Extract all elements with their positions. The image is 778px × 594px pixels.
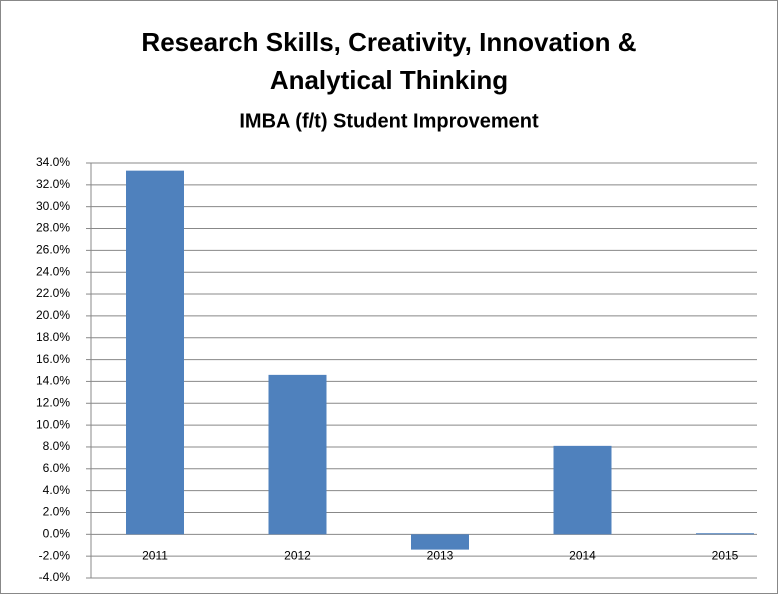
x-tick-label: 2012 [284,548,311,562]
y-tick-label: 18.0% [36,330,70,344]
y-tick-label: 24.0% [36,264,70,278]
x-tick-label: 2015 [712,548,739,562]
x-tick-label: 2014 [569,548,596,562]
y-tick-label: 30.0% [36,199,70,213]
x-tick-label: 2013 [427,548,454,562]
y-tick-label: 0.0% [43,526,71,540]
bar [553,445,612,535]
y-tick-label: -4.0% [39,570,71,584]
chart-title: Analytical Thinking [270,65,508,95]
y-tick-label: 20.0% [36,308,70,322]
x-tick-label: 2011 [142,548,168,562]
y-tick-label: 8.0% [43,439,71,453]
y-tick-label: 10.0% [36,417,70,431]
y-tick-label: 12.0% [36,395,70,409]
y-tick-label: 32.0% [36,177,70,191]
bar [126,170,184,535]
y-tick-label: 34.0% [36,155,70,169]
chart-subtitle: IMBA (f/t) Student Improvement [239,110,539,132]
y-tick-label: 26.0% [36,243,70,257]
y-tick-label: 22.0% [36,286,70,300]
y-tick-label: -2.0% [39,548,71,562]
bar [268,374,327,535]
y-tick-label: 4.0% [43,483,71,497]
chart-title: Research Skills, Creativity, Innovation … [141,27,636,57]
y-tick-label: 2.0% [43,505,71,519]
y-tick-label: 14.0% [36,374,70,388]
bar [696,533,754,535]
y-tick-label: 6.0% [43,461,71,475]
y-tick-label: 28.0% [36,221,70,235]
y-tick-label: 16.0% [36,352,70,366]
bar [411,534,469,550]
